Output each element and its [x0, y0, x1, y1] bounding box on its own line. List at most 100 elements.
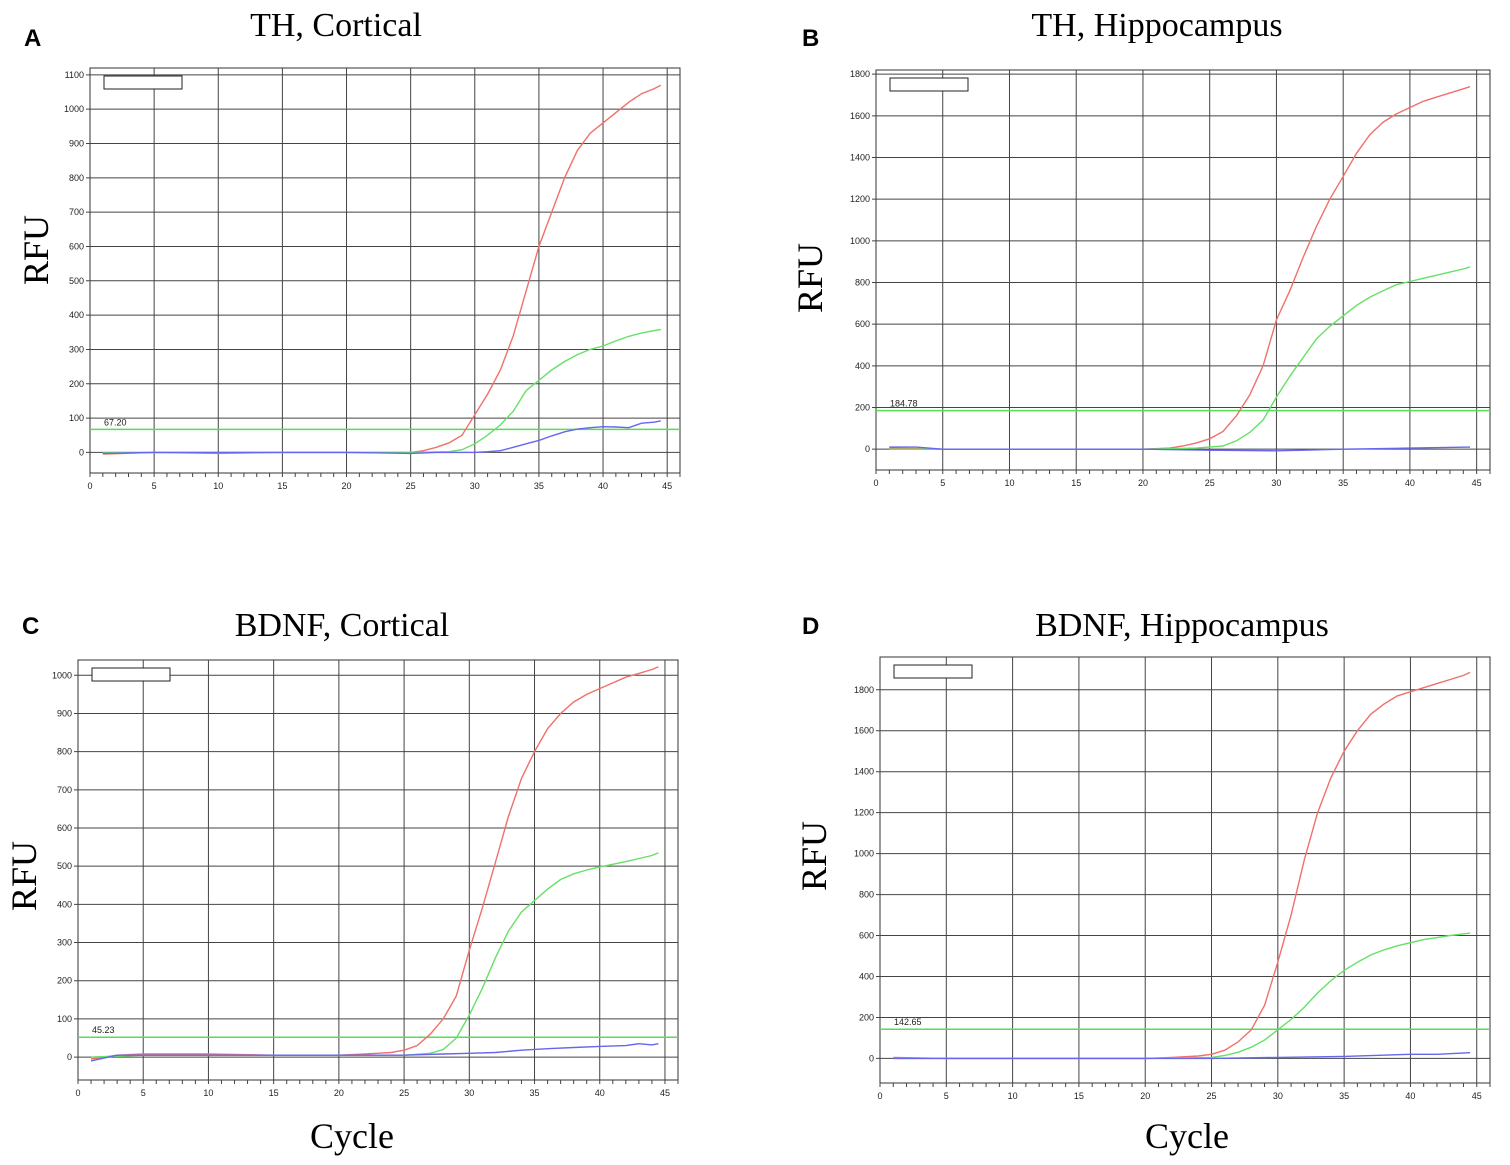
threshold-label: 67.20	[104, 417, 127, 427]
chart-title: BDNF, Cortical	[235, 607, 450, 644]
threshold-label: 45.23	[92, 1025, 115, 1035]
threshold-label: 142.65	[894, 1017, 922, 1027]
plot-area: 0 5 10 15 20 25 30 35 40 45 0 200 400 600 800 1000 1200 1…	[854, 656, 1491, 1101]
y-axis-title: RFU	[4, 841, 44, 911]
legend-box	[103, 75, 183, 90]
y-tick-label: 500	[69, 276, 84, 286]
panel-b: B TH, Hippocampus RFU 0 5 10 15 20 25 30 35 40 45…	[790, 7, 1491, 488]
panel-c: C BDNF, Cortical RFU Cycle 0 5 10 15 20 25 30 3…	[4, 607, 679, 1156]
y-tick-label: 600	[69, 241, 84, 251]
chart-title: TH, Cortical	[250, 7, 422, 44]
x-tick-label: 25	[399, 1088, 409, 1098]
x-tick-label: 15	[1071, 478, 1081, 488]
y-tick-label: 1000	[64, 104, 84, 114]
x-tick-label: 10	[213, 481, 223, 491]
x-tick-label: 30	[1273, 1091, 1283, 1101]
y-tick-label: 0	[869, 1053, 874, 1063]
x-tick-label: 45	[1472, 1091, 1482, 1101]
plot-frame	[879, 656, 1491, 1084]
x-tick-label: 25	[406, 481, 416, 491]
x-tick-label: 30	[464, 1088, 474, 1098]
panel-d: D BDNF, Hippocampus RFU Cycle 0 5 10 15 20 25…	[794, 607, 1491, 1156]
y-tick-label: 800	[69, 173, 84, 183]
series-green-line	[889, 266, 1471, 450]
y-tick-label: 300	[69, 344, 84, 354]
y-tick-label: 1000	[850, 236, 870, 246]
x-tick-label: 5	[152, 481, 157, 491]
x-tick-label: 5	[940, 478, 945, 488]
series-blue-line	[893, 1052, 1471, 1060]
y-tick-label: 900	[57, 708, 72, 718]
y-tick-label: 400	[855, 361, 870, 371]
y-tick-label: 800	[57, 747, 72, 757]
panel-letter: C	[22, 613, 39, 640]
x-tick-label: 5	[141, 1088, 146, 1098]
panel-letter: B	[802, 25, 819, 52]
y-tick-label: 0	[865, 444, 870, 454]
panel-a: A TH, Cortical RFU 0 5 10 15 20 25 30 35 40 45 0 10…	[16, 7, 681, 491]
x-tick-label: 45	[1472, 478, 1482, 488]
x-tick-label: 10	[203, 1088, 213, 1098]
y-tick-label: 300	[57, 938, 72, 948]
x-tick-label: 10	[1004, 478, 1014, 488]
y-axis-title: RFU	[790, 243, 830, 313]
x-tick-label: 40	[1405, 1091, 1415, 1101]
panel-letter: A	[24, 25, 41, 52]
x-tick-label: 0	[75, 1088, 80, 1098]
x-tick-label: 0	[87, 481, 92, 491]
y-tick-label: 500	[57, 861, 72, 871]
plot-area: 0 5 10 15 20 25 30 35 40 45 0 200 400 600 800 1000 1200 1…	[850, 69, 1491, 488]
y-tick-label: 1200	[854, 808, 874, 818]
chart-title: BDNF, Hippocampus	[1035, 607, 1329, 644]
y-tick-label: 0	[79, 447, 84, 457]
series-green-line	[893, 932, 1471, 1060]
y-tick-label: 1200	[850, 194, 870, 204]
x-tick-label: 25	[1207, 1091, 1217, 1101]
y-tick-label: 600	[855, 319, 870, 329]
legend-box	[893, 664, 973, 679]
y-tick-label: 1000	[854, 849, 874, 859]
x-tick-label: 15	[269, 1088, 279, 1098]
y-tick-label: 400	[57, 899, 72, 909]
x-tick-label: 45	[660, 1088, 670, 1098]
y-tick-label: 200	[57, 976, 72, 986]
y-tick-label: 200	[69, 379, 84, 389]
y-tick-label: 900	[69, 139, 84, 149]
y-tick-label: 1600	[850, 111, 870, 121]
y-tick-label: 600	[57, 823, 72, 833]
y-tick-label: 400	[69, 310, 84, 320]
chart-title: TH, Hippocampus	[1031, 7, 1282, 44]
x-tick-label: 25	[1205, 478, 1215, 488]
y-tick-label: 0	[67, 1052, 72, 1062]
y-tick-label: 200	[855, 403, 870, 413]
x-tick-label: 35	[530, 1088, 540, 1098]
x-tick-label: 15	[1074, 1091, 1084, 1101]
plot-area: 0 5 10 15 20 25 30 35 40 45 0 100 200 300 400 500 600 700…	[64, 67, 681, 491]
x-tick-label: 20	[334, 1088, 344, 1098]
y-tick-label: 700	[69, 207, 84, 217]
x-tick-label: 10	[1008, 1091, 1018, 1101]
x-tick-label: 40	[595, 1088, 605, 1098]
x-tick-label: 40	[598, 481, 608, 491]
panel-letter: D	[802, 613, 819, 640]
y-tick-label: 1000	[52, 670, 72, 680]
threshold-label: 184.78	[890, 399, 918, 409]
y-tick-label: 1400	[850, 153, 870, 163]
series-blue-line	[90, 1042, 659, 1062]
x-axis-title: Cycle	[310, 1116, 394, 1156]
x-tick-label: 35	[534, 481, 544, 491]
y-tick-label: 100	[69, 413, 84, 423]
plot-frame	[89, 67, 681, 474]
y-tick-label: 100	[57, 1014, 72, 1024]
y-tick-label: 1400	[854, 767, 874, 777]
x-tick-label: 35	[1339, 1091, 1349, 1101]
y-tick-label: 700	[57, 785, 72, 795]
series-blue-line	[889, 446, 1471, 452]
x-tick-label: 5	[944, 1091, 949, 1101]
y-tick-label: 1800	[854, 685, 874, 695]
x-tick-label: 0	[873, 478, 878, 488]
y-tick-label: 800	[855, 278, 870, 288]
x-tick-label: 20	[342, 481, 352, 491]
y-tick-label: 600	[859, 931, 874, 941]
